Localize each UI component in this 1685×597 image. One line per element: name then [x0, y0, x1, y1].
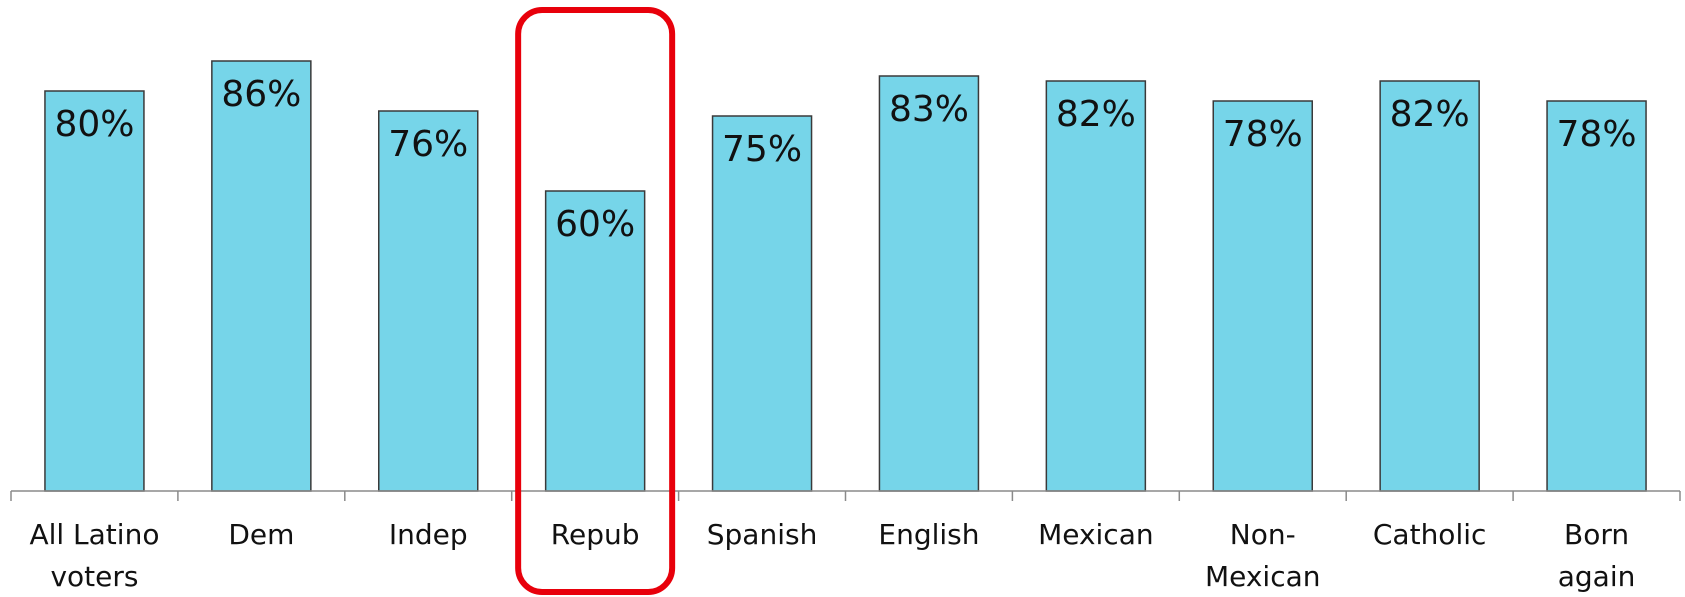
data-labels-group: 80% 86% 76% 60% 75% 83% 82% 78% 82% 78% — [54, 74, 1636, 245]
data-label-spanish: 75% — [722, 129, 802, 170]
bar-english — [878, 75, 980, 492]
category-label-line: voters — [50, 560, 138, 593]
data-label-dem: 86% — [221, 74, 301, 115]
highlight-box — [515, 7, 676, 595]
category-label-line: Spanish — [707, 518, 818, 551]
bars-group — [44, 60, 1647, 492]
category-label-line: Mexican — [1205, 560, 1321, 593]
category-label-repub: Repub — [551, 518, 640, 551]
bar-repub — [544, 190, 646, 492]
category-label-line: English — [878, 518, 979, 551]
bar-catholic — [1379, 80, 1480, 492]
category-label-line: Dem — [228, 518, 294, 551]
category-label-indep: Indep — [389, 518, 468, 551]
data-label-english: 83% — [889, 89, 969, 130]
x-axis-ticks — [10, 491, 1681, 501]
category-label-all-latino-voters: All Latino voters — [29, 518, 159, 593]
category-label-catholic: Catholic — [1373, 518, 1487, 551]
category-label-english: English — [878, 518, 979, 551]
category-label-line: Catholic — [1373, 518, 1487, 551]
category-label-spanish: Spanish — [707, 518, 818, 551]
category-label-mexican: Mexican — [1038, 518, 1154, 551]
category-label-non-mexican: Non- Mexican — [1205, 518, 1321, 593]
data-label-born-again: 78% — [1557, 114, 1637, 155]
category-labels-group: All Latino voters Dem Indep Repub Spanish Engl… — [29, 518, 1635, 593]
category-label-line: Non- — [1230, 518, 1296, 551]
data-label-mexican: 82% — [1056, 94, 1136, 135]
category-label-line: Born — [1564, 518, 1629, 551]
category-label-line: Mexican — [1038, 518, 1154, 551]
data-label-non-mexican: 78% — [1223, 114, 1303, 155]
bar-spanish — [711, 115, 813, 492]
bar-born-again — [1546, 100, 1647, 492]
data-label-repub: 60% — [555, 204, 635, 245]
bar-mexican — [1045, 80, 1147, 492]
bar-dem — [211, 60, 312, 492]
data-label-indep: 76% — [388, 124, 468, 165]
data-label-catholic: 82% — [1390, 94, 1470, 135]
category-label-line: Indep — [389, 518, 468, 551]
data-label-all-latino-voters: 80% — [54, 104, 134, 145]
bar-indep — [378, 110, 479, 492]
category-label-line: again — [1558, 560, 1636, 593]
bar-non-mexican — [1212, 100, 1313, 492]
category-label-born-again: Born again — [1558, 518, 1636, 593]
category-label-dem: Dem — [228, 518, 294, 551]
category-label-line: All Latino — [29, 518, 159, 551]
category-label-line: Repub — [551, 518, 640, 551]
bar-all-latino-voters — [44, 90, 145, 492]
